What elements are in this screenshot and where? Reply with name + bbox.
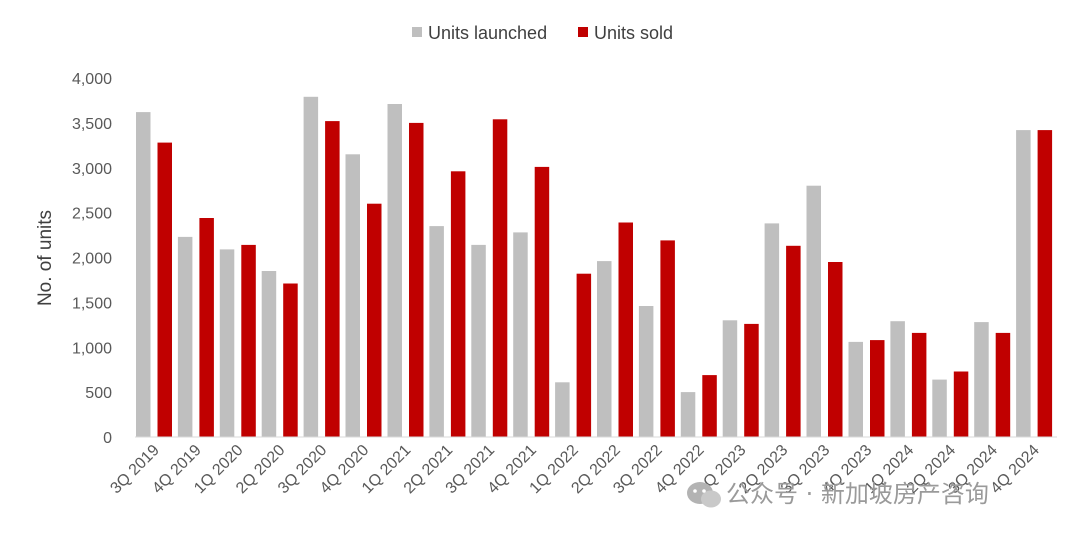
bar-units-sold [618,222,633,437]
y-tick-label: 500 [85,385,112,402]
bar-units-sold [702,375,717,437]
bar-units-launched [890,321,905,437]
bar-units-launched [722,320,738,437]
bar-units-sold [744,323,759,437]
legend-swatch [412,27,422,37]
bar-units-sold [534,166,550,437]
bar-units-launched [471,244,486,437]
bar-units-sold [660,240,675,437]
bar-units-launched [1016,130,1031,437]
bar-units-sold [157,142,172,437]
bar-units-launched [261,271,277,437]
legend-label-units-launched: Units launched [428,23,547,43]
y-tick-label: 3,000 [72,161,112,178]
watermark: 公众号 · 新加坡房产咨询 [687,480,989,508]
bars [136,96,1053,438]
y-tick-label: 2,500 [72,206,112,223]
y-axis-label: No. of units [35,210,56,306]
bar-units-launched [345,154,360,438]
bar-units-launched [806,185,821,437]
legend-label-units-sold: Units sold [594,23,673,43]
bar-units-sold [828,262,843,437]
bar-units-sold [995,332,1011,437]
bar-units-sold [786,245,801,437]
wechat-logo-icon [687,482,721,508]
bar-units-sold [241,244,256,437]
bar-units-launched [219,249,235,437]
bar-units-launched [638,306,654,437]
bar-units-launched [387,104,402,437]
y-tick-label: 1,000 [72,340,112,357]
bar-units-sold [325,121,340,437]
bar-units-sold [911,332,927,437]
bar-units-sold [576,273,592,437]
bar-units-sold [1037,130,1053,437]
legend-swatch [578,27,588,37]
bar-units-launched [932,379,947,437]
y-axis: 0 500 1,000 1,500 2,000 2,500 3,000 3,500 4,000 [72,71,112,447]
y-axis-title: No. of units [35,210,56,306]
y-tick-label: 2,000 [72,251,112,268]
y-tick-label: 0 [103,430,112,447]
bar-units-sold [409,122,424,438]
bar-units-sold [367,203,382,437]
bar-units-launched [555,382,570,437]
y-tick-label: 3,500 [72,116,112,133]
bar-units-launched [848,341,863,437]
watermark-text: 公众号 · 新加坡房产咨询 [726,480,989,508]
bar-units-sold [492,119,508,438]
bar-units-launched [764,223,780,437]
y-tick-label: 4,000 [72,71,112,88]
bar-units-launched [303,96,319,438]
y-tick-label: 1,500 [72,295,112,312]
bar-units-sold [283,283,298,437]
bar-units-launched [974,322,989,437]
bar-units-sold [450,171,466,438]
bar-units-sold [953,371,969,437]
bar-units-launched [513,232,528,437]
bar-units-launched [177,236,193,437]
bar-units-launched [680,392,696,437]
bar-units-sold [199,218,214,437]
bar-units-launched [429,226,444,437]
bar-units-launched [597,261,612,437]
chart-legend: Units launched Units sold [412,23,673,43]
bar-units-launched [136,112,151,437]
bar-units-sold [870,340,885,437]
